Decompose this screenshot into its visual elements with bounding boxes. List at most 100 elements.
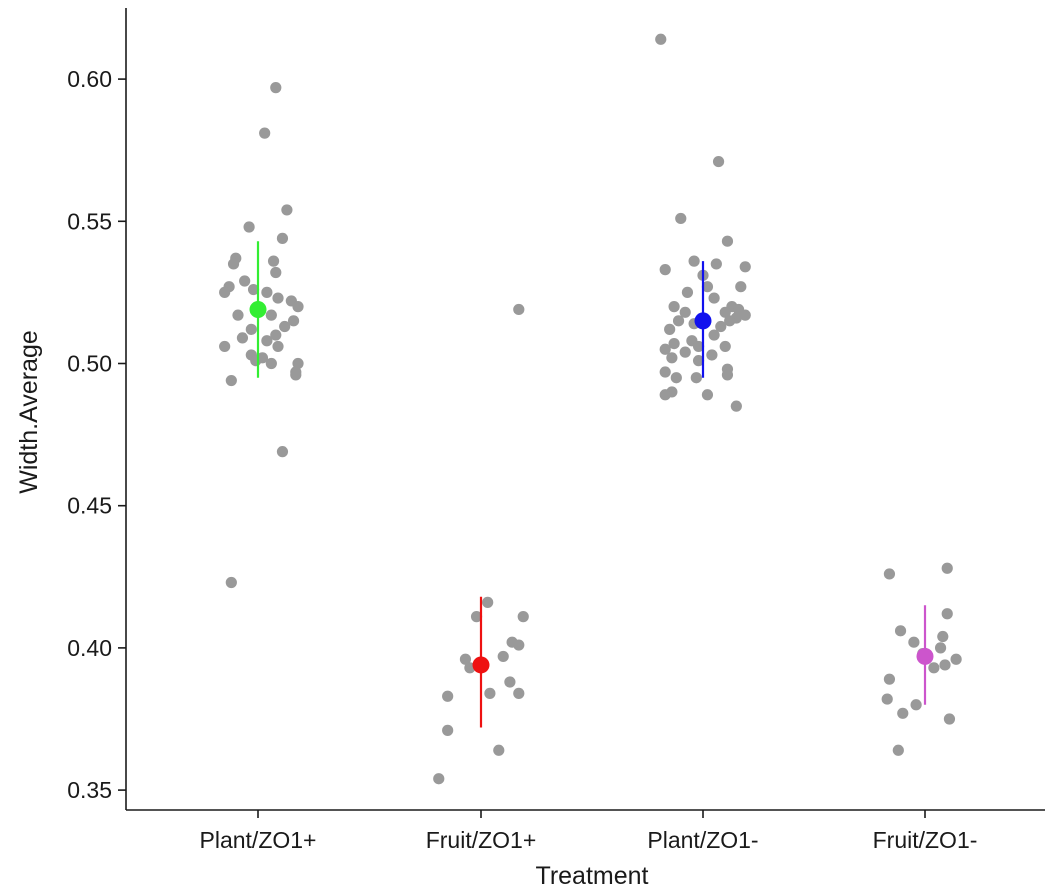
data-point	[681, 286, 694, 298]
data-point	[270, 82, 282, 94]
data-point	[664, 323, 676, 335]
y-tick-label: 0.45	[67, 493, 112, 519]
data-point	[692, 340, 705, 353]
data-point	[659, 366, 671, 378]
data-point	[708, 329, 720, 341]
data-point	[910, 699, 922, 711]
y-tick-label: 0.55	[67, 208, 112, 234]
y-tick-label: 0.40	[67, 635, 112, 661]
x-axis-title: Treatment	[535, 862, 648, 890]
data-point	[721, 235, 734, 247]
data-point	[708, 292, 720, 304]
data-point	[272, 292, 284, 304]
data-point	[883, 568, 896, 580]
data-point	[265, 357, 277, 370]
data-point	[236, 332, 249, 344]
data-point	[265, 309, 277, 321]
data-point	[939, 659, 951, 671]
data-point	[287, 315, 300, 327]
data-point	[721, 369, 734, 381]
data-point	[710, 258, 722, 270]
data-points	[219, 33, 962, 785]
data-point	[706, 349, 718, 361]
data-point	[250, 355, 262, 367]
data-point	[513, 303, 525, 316]
data-point	[276, 232, 289, 244]
data-point	[482, 596, 494, 608]
data-point	[719, 340, 731, 353]
data-point	[239, 275, 251, 287]
data-point	[715, 320, 727, 333]
data-point	[928, 662, 940, 674]
data-point	[881, 693, 893, 705]
data-point	[655, 33, 667, 45]
data-point	[292, 357, 304, 370]
data-point	[892, 744, 904, 756]
data-point	[668, 337, 680, 350]
data-point	[245, 323, 257, 335]
data-point	[493, 744, 505, 756]
data-point	[688, 255, 700, 267]
data-point	[504, 676, 516, 688]
data-point	[497, 650, 509, 663]
data-point	[272, 340, 284, 353]
data-point	[724, 315, 736, 327]
mean-point-plant-zo1	[249, 300, 267, 318]
mean-error-bars	[249, 241, 934, 728]
y-axis-title: Width.Average	[15, 330, 43, 494]
data-point	[666, 352, 678, 364]
data-point	[719, 306, 731, 318]
data-point	[270, 266, 282, 279]
data-point	[941, 608, 953, 620]
x-tick-label: Plant/ZO1-	[647, 827, 758, 853]
y-tick-label: 0.35	[67, 777, 112, 803]
data-point	[679, 346, 691, 358]
x-tick-label: Fruit/ZO1+	[426, 827, 537, 853]
data-point	[943, 713, 956, 725]
y-tick-label: 0.50	[67, 350, 112, 376]
data-point	[670, 372, 682, 384]
data-point	[470, 611, 483, 623]
data-point	[679, 306, 691, 318]
x-axis-ticks: Plant/ZO1+ Fruit/ZO1+ Plant/ZO1- Fruit/ZO1-	[200, 810, 978, 853]
data-point	[712, 155, 725, 168]
data-point	[459, 653, 472, 665]
data-point	[517, 611, 529, 623]
data-point	[290, 369, 302, 381]
data-point	[243, 221, 255, 233]
data-point	[442, 724, 454, 736]
data-point	[937, 630, 949, 643]
data-point	[261, 286, 273, 298]
x-tick-label: Plant/ZO1+	[200, 827, 317, 853]
data-point	[227, 258, 240, 270]
data-point	[225, 576, 237, 589]
y-tick-label: 0.60	[67, 66, 112, 92]
data-point	[513, 639, 525, 651]
data-point	[232, 309, 244, 321]
data-point	[442, 690, 454, 702]
mean-point-fruit-zo1	[916, 647, 934, 665]
data-point	[739, 309, 751, 321]
y-axis-ticks: 0.35 0.40 0.45 0.50 0.55 0.60	[67, 66, 126, 803]
x-tick-label: Fruit/ZO1-	[873, 827, 978, 853]
data-point	[247, 283, 260, 296]
data-point	[894, 625, 907, 637]
data-point	[225, 374, 237, 387]
mean-point-fruit-zo1	[472, 656, 490, 674]
data-point	[281, 204, 293, 216]
data-point	[276, 446, 289, 458]
data-point	[934, 642, 947, 654]
data-point	[735, 281, 747, 293]
data-point	[259, 127, 271, 139]
data-point	[730, 400, 742, 412]
data-point	[267, 255, 280, 267]
data-point	[433, 773, 445, 785]
data-point	[672, 315, 685, 327]
data-point	[270, 329, 282, 341]
data-point	[701, 281, 714, 293]
data-point	[692, 355, 705, 367]
data-point	[675, 212, 687, 225]
data-point	[279, 320, 291, 333]
data-point	[950, 653, 962, 665]
